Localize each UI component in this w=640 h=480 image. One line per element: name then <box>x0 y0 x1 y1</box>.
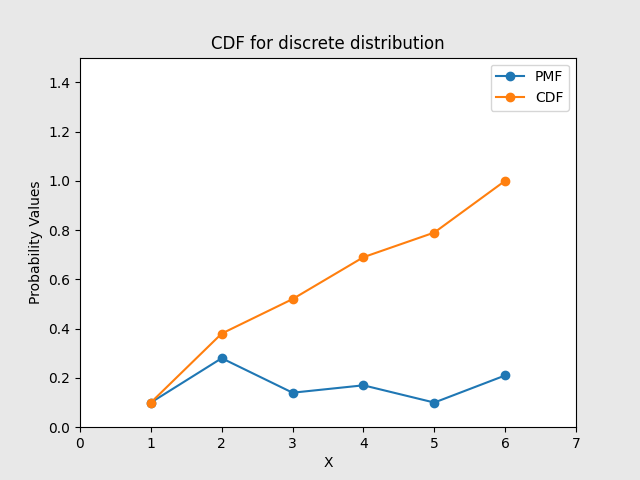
CDF <box>289 296 296 302</box>
CDF <box>218 331 225 336</box>
CDF <box>431 229 438 235</box>
PMF <box>360 383 367 388</box>
PMF <box>431 400 438 406</box>
CDF <box>360 254 367 260</box>
PMF <box>501 372 509 378</box>
PMF <box>289 390 296 396</box>
X-axis label: X: X <box>323 456 333 470</box>
CDF <box>501 178 509 184</box>
Line: PMF: PMF <box>147 354 509 407</box>
Legend: PMF, CDF: PMF, CDF <box>490 64 569 110</box>
PMF <box>218 355 225 361</box>
Y-axis label: Probability Values: Probability Values <box>29 180 43 304</box>
CDF <box>147 400 155 406</box>
Title: CDF for discrete distribution: CDF for discrete distribution <box>211 35 445 53</box>
PMF <box>147 400 155 406</box>
Line: CDF: CDF <box>147 177 509 407</box>
